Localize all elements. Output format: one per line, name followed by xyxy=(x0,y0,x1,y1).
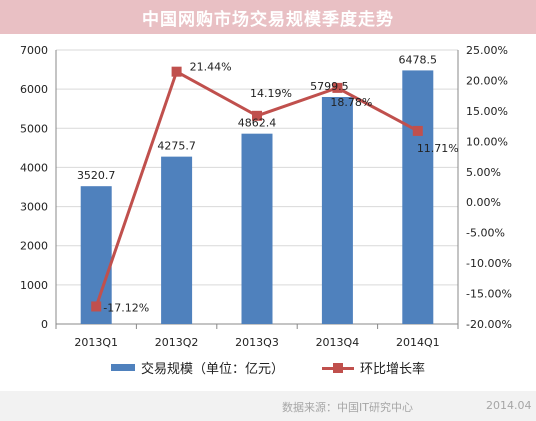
right-axis-tick-label: -15.00% xyxy=(466,288,512,301)
left-axis-tick-label: 5000 xyxy=(20,122,48,135)
right-axis-tick-label: 10.00% xyxy=(466,135,508,148)
legend-growth-label: 环比增长率 xyxy=(360,362,426,377)
right-axis-tick-label: 25.00% xyxy=(466,44,508,57)
growth-value-label: -17.12% xyxy=(103,301,149,314)
chart-title: 中国网购市场交易规模季度走势 xyxy=(142,9,394,30)
bar-2014Q1 xyxy=(402,70,434,324)
x-axis-category-label: 2013Q4 xyxy=(316,336,360,349)
right-axis-tick-label: 5.00% xyxy=(466,166,501,179)
growth-value-label: 18.78% xyxy=(330,96,372,109)
legend-line-swatch xyxy=(322,362,354,373)
chart-canvas: 0 1000 2000 3000 4000 5000 6000 7000 -20.00% -15.… xyxy=(20,44,512,349)
data-source-text: 数据来源：中国IT研究中心 xyxy=(282,401,413,414)
chart-legend: 交易规模（单位：亿元） 环比增长率 xyxy=(0,358,536,377)
bar-2013Q3 xyxy=(241,133,273,324)
right-axis-tick-label: 0.00% xyxy=(466,196,501,209)
bar-2013Q1 xyxy=(80,186,112,324)
left-axis-tick-label: 1000 xyxy=(20,279,48,292)
growth-value-label: 14.19% xyxy=(250,87,292,100)
right-axis-tick-label: 15.00% xyxy=(466,105,508,118)
right-axis-tick-label: 20.00% xyxy=(466,74,508,87)
legend-item-volume: 交易规模（单位：亿元） xyxy=(110,358,284,377)
left-axis-tick-label: 2000 xyxy=(20,240,48,253)
x-axis-category-label: 2013Q1 xyxy=(74,336,118,349)
right-axis-tick-label: -5.00% xyxy=(466,227,505,240)
bar-2013Q2 xyxy=(161,156,193,324)
growth-value-label: 11.71% xyxy=(417,142,459,155)
left-axis-tick-label: 4000 xyxy=(20,161,48,174)
right-axis-tick-label: -10.00% xyxy=(466,257,512,270)
bar-2013Q4 xyxy=(321,96,353,324)
left-axis-tick-label: 7000 xyxy=(20,44,48,57)
x-axis-category-label: 2013Q3 xyxy=(235,336,279,349)
bar-value-label: 3520.7 xyxy=(77,169,116,182)
growth-point-2013Q1 xyxy=(91,301,102,312)
growth-point-2013Q3 xyxy=(252,110,262,121)
footer: 数据来源：中国IT研究中心 2014.04 xyxy=(0,391,536,421)
bar-value-label: 5799.5 xyxy=(310,80,349,93)
growth-point-2013Q4 xyxy=(332,82,343,93)
legend-bar-swatch xyxy=(110,364,135,371)
bar-value-label: 6478.5 xyxy=(399,53,438,66)
left-axis-tick-label: 6000 xyxy=(20,83,48,96)
growth-point-2013Q2 xyxy=(171,66,182,77)
left-axis-tick-label: 3000 xyxy=(20,201,48,214)
left-axis-tick-label: 0 xyxy=(41,318,48,331)
growth-value-label: 21.44% xyxy=(190,61,232,74)
x-axis-category-label: 2014Q1 xyxy=(396,336,440,349)
right-axis-tick-label: -20.00% xyxy=(466,318,512,331)
chart-header: 中国网购市场交易规模季度走势 xyxy=(0,0,536,34)
bar-value-label: 4862.4 xyxy=(238,117,277,130)
x-axis-category-label: 2013Q2 xyxy=(155,336,199,349)
report-date: 2014.04 xyxy=(486,399,532,412)
bar-value-label: 4275.7 xyxy=(157,140,196,153)
legend-item-growth: 环比增长率 xyxy=(322,358,425,377)
legend-volume-label: 交易规模（单位：亿元） xyxy=(140,362,284,377)
growth-point-2014Q1 xyxy=(412,125,423,136)
